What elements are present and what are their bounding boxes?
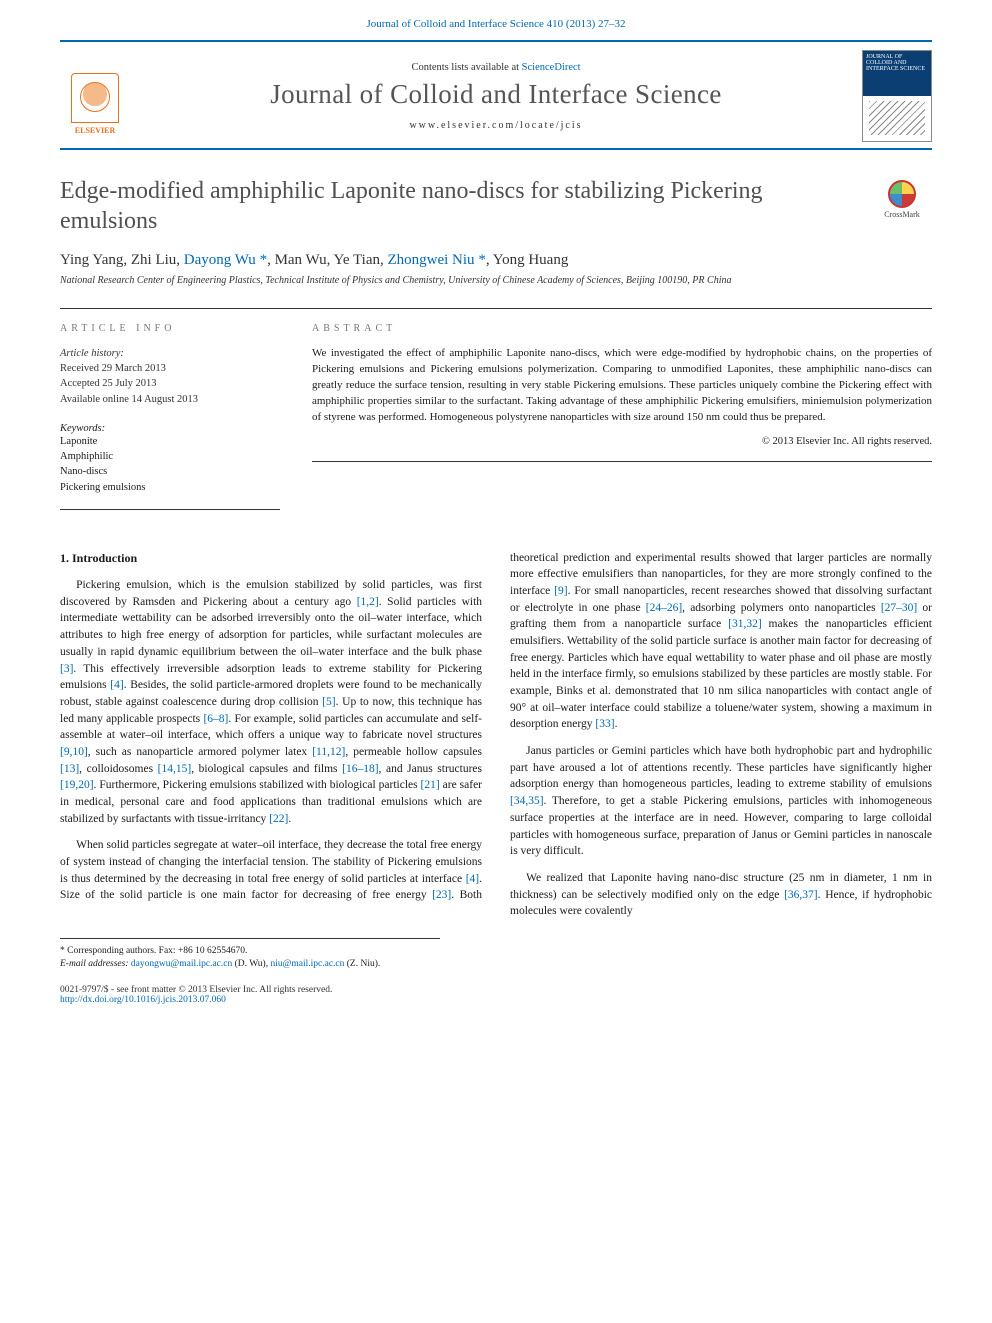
body-text: , adsorbing polymers onto nanoparticles xyxy=(682,602,881,614)
body-text: . Therefore, to get a stable Pickering e… xyxy=(510,795,932,857)
ref-link[interactable]: [36,37] xyxy=(784,889,818,901)
abstract-copyright: © 2013 Elsevier Inc. All rights reserved… xyxy=(312,436,932,447)
body-text: , colloidosomes xyxy=(79,763,157,775)
author-link[interactable]: Zhongwei Niu xyxy=(387,252,474,268)
author: Man Wu xyxy=(275,252,327,268)
keywords-label: Keywords: xyxy=(60,423,280,434)
cover-art-icon xyxy=(869,101,925,135)
body-paragraph: We realized that Laponite having nano-di… xyxy=(510,870,932,920)
author: Yong Huang xyxy=(493,252,569,268)
abstract-column: ABSTRACT We investigated the effect of a… xyxy=(312,308,932,510)
ref-link[interactable]: [4] xyxy=(110,679,123,691)
body-text: , permeable hollow capsules xyxy=(345,746,482,758)
history-online: Available online 14 August 2013 xyxy=(60,394,198,405)
article-info-label: ARTICLE INFO xyxy=(60,323,280,334)
body-text: . Furthermore, Pickering emulsions stabi… xyxy=(94,779,421,791)
email-who: (D. Wu), xyxy=(235,959,268,969)
history-label: Article history: xyxy=(60,348,124,359)
crossmark-label: CrossMark xyxy=(884,210,920,219)
ref-link[interactable]: [9] xyxy=(554,585,567,597)
info-bottom-rule xyxy=(60,509,280,510)
history-received: Received 29 March 2013 xyxy=(60,363,166,374)
history-accepted: Accepted 25 July 2013 xyxy=(60,378,157,389)
corr-marker-link[interactable]: * xyxy=(478,252,486,268)
abstract-label: ABSTRACT xyxy=(312,323,932,334)
author: Ye Tian xyxy=(334,252,380,268)
body-text: , such as nanoparticle armored polymer l… xyxy=(88,746,312,758)
corr-marker-link[interactable]: * xyxy=(260,252,268,268)
author-list: Ying Yang, Zhi Liu, Dayong Wu *, Man Wu,… xyxy=(60,252,932,269)
keyword: Pickering emulsions xyxy=(60,482,145,493)
author: Zhi Liu xyxy=(131,252,176,268)
body-text: Janus particles or Gemini particles whic… xyxy=(510,745,932,790)
ref-link[interactable]: [19,20] xyxy=(60,779,94,791)
author: Ying Yang xyxy=(60,252,123,268)
ref-link[interactable]: [23] xyxy=(432,889,451,901)
body-text: makes the nanoparticles efficient emulsi… xyxy=(510,618,932,730)
crossmark-widget[interactable]: CrossMark xyxy=(872,180,932,219)
affiliation: National Research Center of Engineering … xyxy=(60,275,932,286)
body-paragraph: Janus particles or Gemini particles whic… xyxy=(510,743,932,860)
footnotes: * Corresponding authors. Fax: +86 10 625… xyxy=(60,938,440,972)
sciencedirect-link[interactable]: ScienceDirect xyxy=(522,62,581,73)
elsevier-logo[interactable]: ELSEVIER xyxy=(60,57,130,135)
keyword: Laponite xyxy=(60,436,97,447)
ref-link[interactable]: [5] xyxy=(322,696,335,708)
cover-caption: JOURNAL OF COLLOID AND INTERFACE SCIENCE xyxy=(866,54,925,72)
ref-link[interactable]: [24–26] xyxy=(646,602,682,614)
email-link[interactable]: niu@mail.ipc.ac.cn xyxy=(270,959,344,969)
header-center: Contents lists available at ScienceDirec… xyxy=(144,62,848,131)
email-link[interactable]: dayongwu@mail.ipc.ac.cn xyxy=(131,959,232,969)
ref-link[interactable]: [1,2] xyxy=(357,596,379,608)
article-title: Edge-modified amphiphilic Laponite nano-… xyxy=(60,176,860,236)
body-text: . xyxy=(288,813,291,825)
journal-cover-thumb[interactable]: JOURNAL OF COLLOID AND INTERFACE SCIENCE xyxy=(862,50,932,142)
journal-title: Journal of Colloid and Interface Science xyxy=(144,79,848,110)
body-paragraph: Pickering emulsion, which is the emulsio… xyxy=(60,577,482,827)
section-heading: 1. Introduction xyxy=(60,550,482,567)
journal-locate-url[interactable]: www.elsevier.com/locate/jcis xyxy=(144,120,848,131)
ref-link[interactable]: [16–18] xyxy=(342,763,378,775)
body-text: . xyxy=(615,718,618,730)
ref-link[interactable]: [33] xyxy=(595,718,614,730)
ref-link[interactable]: [21] xyxy=(421,779,440,791)
article-body: 1. Introduction Pickering emulsion, whic… xyxy=(60,550,932,920)
abstract-bottom-rule xyxy=(312,461,932,462)
body-text: , biological capsules and films xyxy=(191,763,342,775)
ref-link[interactable]: [3] xyxy=(60,663,73,675)
abstract-text: We investigated the effect of amphiphili… xyxy=(312,346,932,426)
elsevier-tree-icon xyxy=(71,73,119,123)
email-who: (Z. Niu). xyxy=(347,959,381,969)
keyword: Amphiphilic xyxy=(60,451,113,462)
ref-link[interactable]: [27–30] xyxy=(881,602,917,614)
publisher-name: ELSEVIER xyxy=(75,126,115,135)
ref-link[interactable]: [9,10] xyxy=(60,746,88,758)
article-info-column: ARTICLE INFO Article history: Received 2… xyxy=(60,308,280,510)
ref-link[interactable]: [6–8] xyxy=(203,713,228,725)
ref-link[interactable]: [13] xyxy=(60,763,79,775)
email-label: E-mail addresses: xyxy=(60,959,129,969)
issn-line: 0021-9797/$ - see front matter © 2013 El… xyxy=(60,985,332,995)
author-link[interactable]: Dayong Wu xyxy=(184,252,256,268)
ref-link[interactable]: [11,12] xyxy=(312,746,345,758)
doi-link[interactable]: http://dx.doi.org/10.1016/j.jcis.2013.07… xyxy=(60,995,226,1005)
ref-link[interactable]: [34,35] xyxy=(510,795,544,807)
keywords-list: Laponite Amphiphilic Nano-discs Pickerin… xyxy=(60,434,280,495)
journal-citation-link[interactable]: Journal of Colloid and Interface Science… xyxy=(366,18,625,30)
journal-header-bar: ELSEVIER Contents lists available at Sci… xyxy=(60,42,932,150)
contents-prefix: Contents lists available at xyxy=(411,62,521,73)
page-footer: 0021-9797/$ - see front matter © 2013 El… xyxy=(60,985,932,1005)
ref-link[interactable]: [31,32] xyxy=(728,618,762,630)
keyword: Nano-discs xyxy=(60,466,107,477)
body-text: , and Janus structures xyxy=(379,763,482,775)
corresponding-note: * Corresponding authors. Fax: +86 10 625… xyxy=(60,945,440,958)
ref-link[interactable]: [4] xyxy=(466,873,479,885)
journal-citation: Journal of Colloid and Interface Science… xyxy=(0,0,992,40)
crossmark-icon xyxy=(888,180,916,208)
ref-link[interactable]: [14,15] xyxy=(158,763,192,775)
ref-link[interactable]: [22] xyxy=(269,813,288,825)
body-text: When solid particles segregate at water–… xyxy=(60,839,482,884)
contents-line: Contents lists available at ScienceDirec… xyxy=(144,62,848,73)
